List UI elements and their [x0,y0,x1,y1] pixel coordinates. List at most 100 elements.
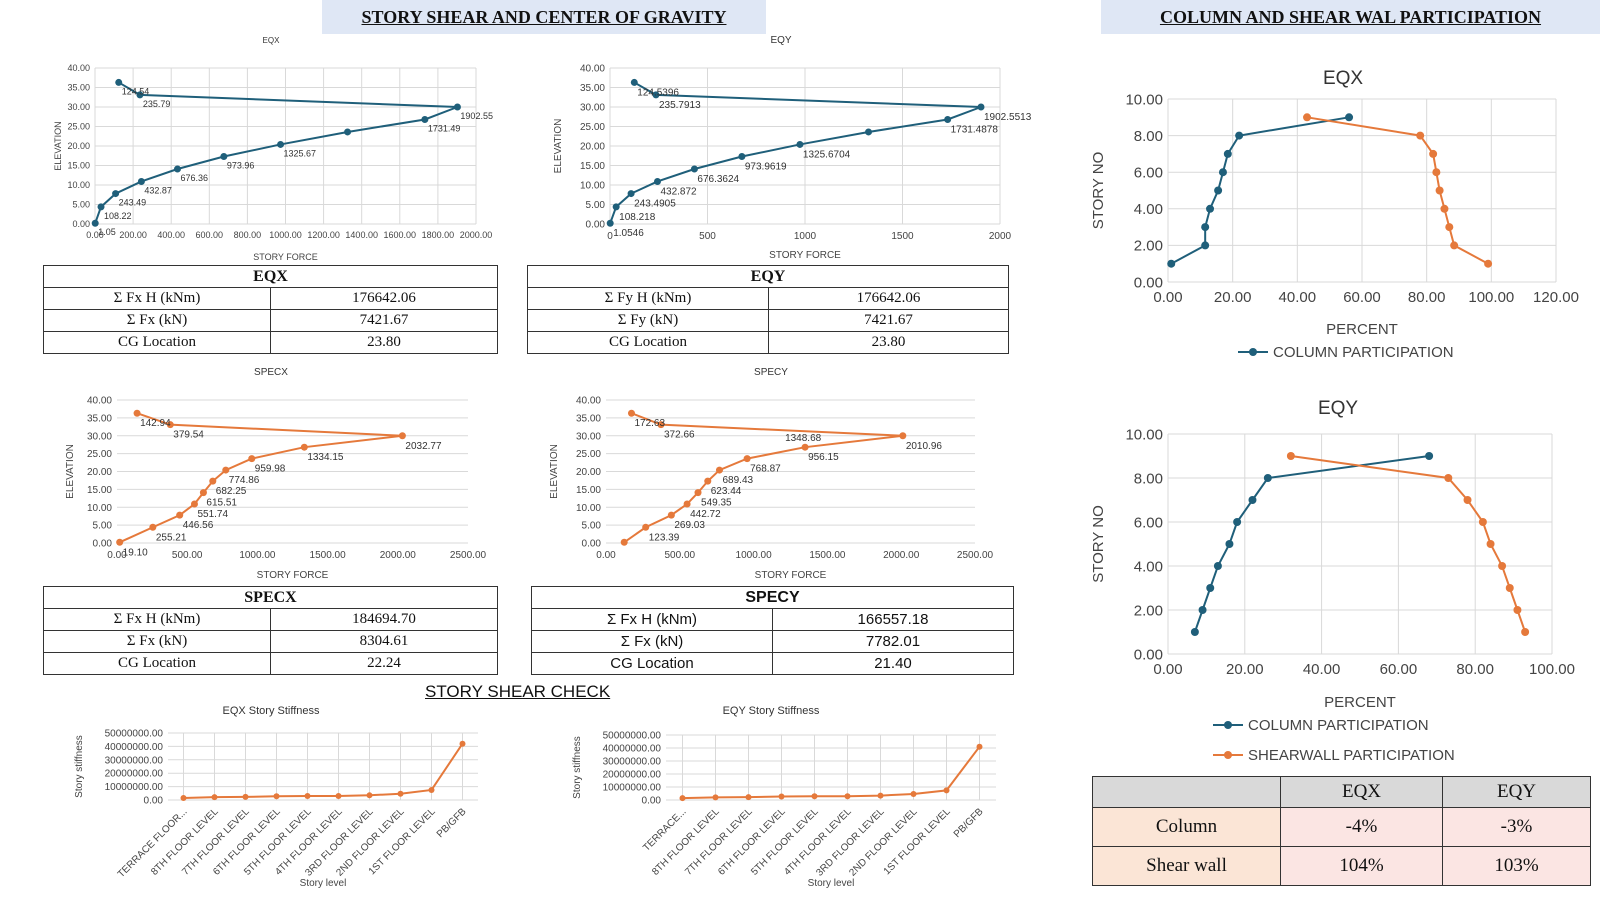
data-label: 124.54 [122,86,150,96]
data-point [778,793,785,800]
y-tick-label: 5.00 [586,200,606,211]
row-value: 22.24 [270,652,498,675]
row-label-column: Column [1092,807,1281,847]
data-point [811,793,818,800]
data-point [704,477,712,485]
data-point [630,78,638,86]
x-tick-label: 800.00 [234,230,262,240]
data-label: 551.74 [197,509,228,520]
data-point [877,792,884,799]
y-axis-title: Story stiffness [572,736,583,799]
chart-title: EQX [1323,68,1363,89]
y-tick-label: 35.00 [576,413,601,424]
row-value: 184694.70 [270,608,498,631]
data-point [1167,259,1176,268]
row-value: 166557.18 [772,608,1014,631]
chart-title: EQY [770,35,791,46]
y-tick-label: 40.00 [87,396,112,407]
y-tick-label: 8.00 [1134,470,1163,487]
cell-shear-wall-eqy: 103% [1442,846,1591,886]
y-axis-title: STORY NO [1090,505,1107,583]
data-label: 255.21 [156,532,187,543]
x-tick-label: 80.00 [1456,661,1494,678]
table-title: SPECX [43,586,498,609]
x-tick-label: 500 [699,231,716,242]
y-tick-label: 40000000.00 [603,744,662,755]
data-point [133,409,141,417]
data-point [1303,113,1312,122]
data-point [1444,474,1453,482]
data-label: 2032.77 [405,441,442,452]
x-tick-label: 0.00 [1153,289,1182,306]
data-point [1513,606,1522,614]
x-axis-title: Story level [808,878,855,889]
data-point [1218,168,1227,177]
table-row: CG Location 23.80 [527,331,1009,354]
data-point [642,523,650,531]
table-title: EQY [527,265,1009,288]
chart-title: SPECY [754,367,788,378]
row-label: Σ Fx H (kNm) [43,287,271,310]
table-row: Column -4% -3% [1092,807,1591,847]
y-tick-label: 35.00 [580,83,605,94]
y-tick-label: 20000000.00 [105,769,164,780]
data-point [137,177,145,185]
cell-column-eqx: -4% [1280,807,1443,847]
y-tick-label: 2.00 [1134,602,1163,619]
y-tick-label: 20.00 [87,467,112,478]
x-tick-label: 100.00 [1468,289,1514,306]
data-point [1498,562,1507,570]
data-point [1478,518,1487,526]
data-point [115,78,123,86]
data-point [627,409,635,417]
data-point [1505,584,1514,592]
data-point [335,792,342,799]
data-label: 142.94 [140,418,171,429]
row-value: 176642.06 [270,287,498,310]
data-point [1206,204,1215,213]
data-point [190,500,198,508]
data-point [745,794,752,801]
data-point [91,219,99,227]
data-point [657,421,665,429]
y-tick-label: 30000000.00 [603,757,662,768]
data-point [943,787,950,794]
data-point [865,128,873,136]
data-point [1223,149,1232,158]
row-label: Σ Fx (kN) [43,309,271,332]
y-tick-label: 10.00 [67,180,90,190]
data-point [1432,168,1441,177]
x-tick-label: 1000.00 [269,230,302,240]
x-tick-label: 100.00 [1529,661,1575,678]
specy-shear-chart: SPECY 0.00 5.00 10.00 15.00 20.00 25.00 30.00 35… [549,367,994,581]
data-point [397,790,404,797]
y-tick-label: 6.00 [1134,514,1163,531]
y-tick-label: 25.00 [580,122,605,133]
data-point [176,511,184,519]
row-label: Σ Fx (kN) [531,630,773,653]
col-header-eqy: EQY [1442,776,1591,808]
data-point [844,793,851,800]
data-label: 1731.4878 [951,124,999,135]
data-point [620,538,628,546]
x-tick-label: 20.00 [1226,661,1264,678]
data-point [199,489,207,497]
y-tick-label: 15.00 [67,161,90,171]
corner-cell [1092,776,1281,808]
y-tick-label: 15.00 [87,485,112,496]
y-tick-label: 5.00 [93,521,113,532]
data-point [1213,562,1222,570]
table-row: CG Location 23.80 [43,331,498,354]
chart-title: EQY [1318,398,1358,419]
y-tick-label: 20.00 [576,467,601,478]
data-label: 269.03 [674,520,705,531]
x-tick-label: 60.00 [1380,661,1418,678]
row-label: Σ Fx H (kNm) [531,608,773,631]
y-tick-label: 35.00 [67,83,90,93]
category-label: 1ST FLOOR LEVEL [882,806,953,877]
x-tick-label: 60.00 [1343,289,1381,306]
y-tick-label: 2.00 [1134,238,1163,255]
data-point [679,795,686,802]
eqy-shear-chart: EQY 0.00 5.00 10.00 15.00 20.00 25.00 30.00 35.0… [553,35,1032,261]
row-label: CG Location [527,331,769,354]
